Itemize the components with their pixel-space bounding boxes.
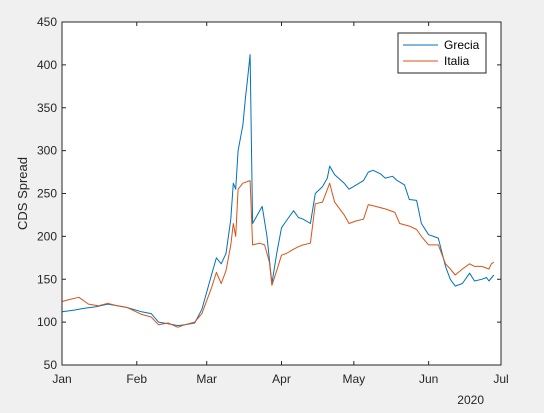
legend-entry-italia: Italia (444, 54, 470, 68)
y-tick-label: 50 (44, 358, 58, 372)
x-tick-label: Apr (272, 372, 291, 386)
y-tick-label: 400 (37, 58, 57, 72)
legend: Grecia Italia (397, 32, 487, 74)
y-tick-label: 450 (37, 15, 57, 29)
ticks-layer: 50 100 150 200 250 300 350 400 450 Jan Feb Mar Apr Ma… (37, 15, 509, 386)
series-line-grecia (61, 54, 495, 327)
y-tick-label: 200 (37, 229, 57, 243)
x-tick-label: May (343, 372, 366, 386)
x-tick-label: Jun (419, 372, 438, 386)
series-line-italia (61, 180, 495, 328)
x-tick-label: Mar (196, 372, 217, 386)
legend-entry-grecia: Grecia (444, 38, 480, 52)
y-tick-label: 100 (37, 315, 57, 329)
y-tick-label: 250 (37, 187, 57, 201)
x-tick-label: Jul (493, 372, 508, 386)
y-tick-label: 350 (37, 101, 57, 115)
y-tick-label: 150 (37, 272, 57, 286)
plot-area (62, 22, 501, 365)
y-axis-label: CDS Spread (15, 157, 30, 230)
series-layer (61, 54, 495, 328)
y-tick-label: 300 (37, 144, 57, 158)
x-tick-label: Jan (52, 372, 71, 386)
x-axis-year-label: 2020 (457, 393, 484, 407)
x-tick-label: Feb (126, 372, 147, 386)
legend-box (397, 32, 487, 74)
